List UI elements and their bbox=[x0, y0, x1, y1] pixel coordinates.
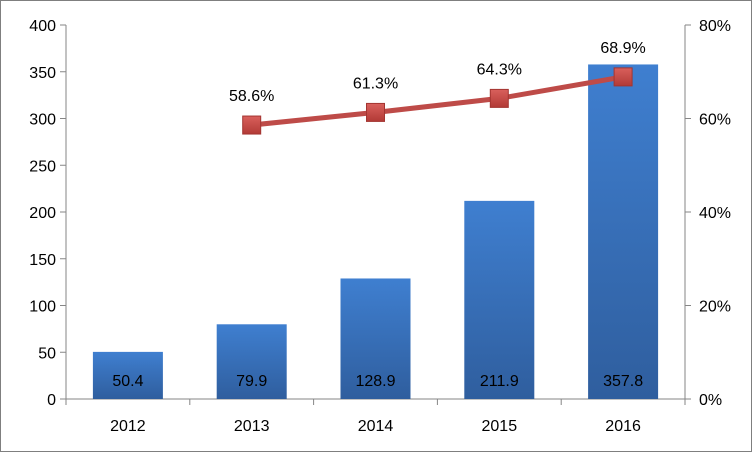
y-right-tick-label: 60% bbox=[699, 112, 731, 129]
x-tick-label: 2013 bbox=[234, 418, 270, 435]
x-tick-label: 2014 bbox=[358, 418, 394, 435]
y-left-tick-label: 400 bbox=[29, 18, 56, 35]
line-data-label: 64.3% bbox=[477, 61, 522, 78]
line-marker bbox=[613, 67, 633, 87]
x-tick-label: 2016 bbox=[605, 418, 641, 435]
bar bbox=[92, 351, 163, 399]
y-left-tick-label: 150 bbox=[29, 252, 56, 269]
bar bbox=[340, 278, 411, 399]
x-tick-label: 2015 bbox=[482, 418, 518, 435]
x-tick-label: 2012 bbox=[110, 418, 146, 435]
y-right-tick-label: 40% bbox=[699, 205, 731, 222]
bar bbox=[464, 200, 535, 399]
bar bbox=[588, 64, 659, 399]
line-marker bbox=[242, 115, 262, 135]
y-left-tick-label: 0 bbox=[47, 392, 56, 409]
bar-data-label: 128.9 bbox=[355, 373, 395, 390]
y-left-tick-label: 50 bbox=[38, 345, 56, 362]
line-marker bbox=[489, 88, 509, 108]
line-series bbox=[242, 67, 633, 135]
bar-data-label: 79.9 bbox=[236, 373, 267, 390]
y-left-tick-label: 200 bbox=[29, 205, 56, 222]
line-data-label: 68.9% bbox=[600, 40, 645, 57]
line-marker bbox=[366, 102, 385, 122]
y-left-tick-label: 250 bbox=[29, 158, 56, 175]
bar bbox=[216, 324, 287, 399]
y-right-tick-label: 20% bbox=[699, 299, 731, 316]
y-right-tick-label: 0% bbox=[699, 392, 722, 409]
bar-data-label: 211.9 bbox=[480, 373, 519, 390]
line-path bbox=[251, 74, 624, 128]
line-data-label: 58.6% bbox=[229, 88, 274, 105]
y-right-tick-label: 80% bbox=[699, 18, 731, 35]
bar-data-label: 50.4 bbox=[112, 373, 143, 390]
bar-data-label: 357.8 bbox=[603, 373, 643, 390]
y-left-tick-label: 300 bbox=[29, 112, 56, 129]
data-labels: 50.4 79.9 128.9 211.9 357.8 58.6% 61.3% 64.3% 68… bbox=[112, 40, 645, 390]
bar-series bbox=[92, 64, 659, 399]
line-data-label: 61.3% bbox=[353, 75, 398, 92]
y-left-tick-label: 100 bbox=[29, 299, 56, 316]
axes: 0 50 100 150 200 250 300 350 400 0% 20% 40% 60% 80% 20… bbox=[29, 18, 731, 435]
y-left-tick-label: 350 bbox=[29, 65, 56, 82]
